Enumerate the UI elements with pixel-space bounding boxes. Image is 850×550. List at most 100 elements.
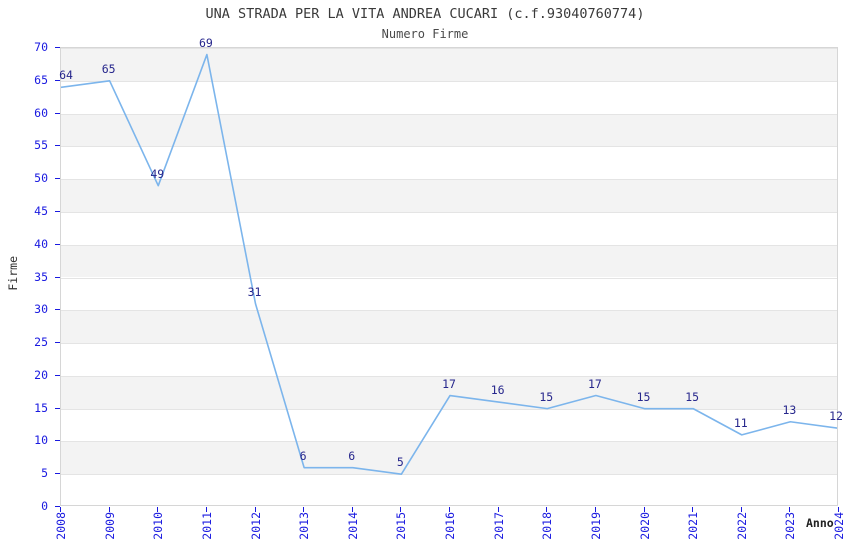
x-axis-tick-mark	[740, 507, 742, 512]
y-axis-tick: 15	[34, 400, 48, 415]
y-axis-tick: 45	[34, 203, 48, 218]
gridline	[61, 441, 837, 443]
y-axis-tick-mark	[55, 178, 60, 180]
data-point-label: 15	[539, 389, 554, 404]
y-axis-tick: 65	[34, 72, 48, 87]
gridline	[61, 343, 837, 345]
gridline	[61, 244, 837, 246]
x-axis-tick: 2010	[151, 512, 166, 540]
plot-band	[61, 310, 837, 344]
y-axis-tick-mark	[55, 407, 60, 409]
x-axis-tick-mark	[449, 507, 450, 512]
y-axis-tick: 25	[34, 335, 48, 350]
x-axis-tick: 2015	[394, 512, 409, 540]
x-axis-tick: 2024	[832, 512, 846, 540]
y-axis-tick: 30	[34, 302, 48, 317]
data-point-label: 15	[636, 389, 651, 404]
y-axis-tick: 10	[34, 433, 48, 448]
x-axis-tick-mark	[838, 507, 839, 512]
x-axis-tick: 2016	[443, 512, 457, 540]
gridline	[61, 310, 837, 312]
plot-band	[61, 244, 837, 278]
x-axis-tick: 2020	[637, 512, 652, 540]
y-axis-tick: 55	[34, 138, 48, 153]
data-point-label: 13	[782, 402, 797, 417]
x-axis-tick: 2021	[686, 512, 701, 540]
gridline	[61, 179, 837, 181]
x-axis-tick-mark	[157, 507, 159, 512]
y-axis-tick: 40	[34, 236, 48, 251]
gridline	[61, 474, 837, 476]
y-axis-tick-mark	[55, 342, 60, 344]
gridline	[61, 146, 837, 148]
data-point-label: 17	[442, 376, 456, 391]
x-axis-tick-mark	[205, 507, 207, 512]
gridline	[61, 408, 837, 410]
plot-band	[61, 113, 837, 147]
x-axis-tick-mark	[692, 507, 694, 512]
y-axis-tick-labels: 0 5 10 15 20 25 30 35 40 45 50 55 60 65 70	[0, 0, 60, 550]
plot-area	[60, 47, 838, 506]
x-axis-tick: 2013	[297, 512, 312, 540]
x-axis-tick-mark	[594, 507, 596, 512]
chart-title: UNA STRADA PER LA VITA ANDREA CUCARI (c.…	[205, 6, 645, 22]
y-axis-tick: 5	[41, 466, 48, 481]
y-axis-tick-mark	[55, 112, 60, 114]
data-point-label: 12	[829, 409, 843, 424]
y-axis-tick-mark	[55, 47, 60, 48]
x-axis-tick-mark	[546, 507, 548, 512]
gridline	[61, 375, 837, 377]
y-axis-tick-mark	[55, 276, 60, 278]
y-axis-tick-mark	[55, 145, 60, 147]
y-axis-tick-mark	[55, 79, 60, 81]
y-axis-tick-mark	[55, 506, 60, 507]
data-point-label: 31	[247, 284, 262, 299]
data-point-label: 17	[587, 376, 602, 391]
x-axis-tick: 2023	[783, 512, 798, 540]
gridline	[61, 277, 837, 279]
y-axis-tick: 70	[34, 40, 48, 54]
x-axis-tick: 2022	[734, 512, 749, 540]
gridline	[61, 48, 837, 49]
x-axis-tick-mark	[303, 507, 305, 512]
gridline	[61, 113, 837, 115]
data-point-label: 6	[299, 448, 307, 463]
x-axis-tick: 2017	[491, 512, 506, 540]
data-point-label: 11	[733, 415, 748, 430]
chart-subtitle: Numero Firme	[381, 27, 469, 41]
gridline	[61, 211, 837, 213]
plot-band	[61, 179, 837, 212]
data-point-label: 64	[59, 68, 73, 83]
x-axis-tick-mark	[400, 507, 402, 512]
data-point-label: 5	[396, 455, 404, 470]
plot-band	[61, 441, 837, 475]
y-axis-tick-mark	[55, 440, 60, 442]
x-axis-title: Anno	[806, 516, 834, 530]
y-axis-tick: 60	[34, 105, 48, 120]
x-axis-tick: 2011	[199, 512, 214, 540]
x-axis-tick: 2008	[54, 512, 68, 540]
y-axis-tick-mark	[55, 243, 60, 245]
data-point-label: 49	[150, 166, 165, 181]
x-axis-tick: 2014	[345, 512, 360, 540]
plot-band	[61, 48, 837, 81]
x-axis-tick: 2009	[102, 512, 117, 540]
y-axis-tick: 50	[34, 171, 48, 186]
y-axis-tick: 20	[34, 367, 48, 382]
x-axis-tick-mark	[60, 507, 61, 512]
y-axis-tick: 35	[34, 269, 48, 284]
data-point-label: 65	[101, 61, 116, 76]
x-axis-tick-mark	[108, 507, 110, 512]
x-axis-tick-mark	[643, 507, 645, 512]
plot-band	[61, 375, 837, 409]
x-axis-tick-mark	[789, 507, 791, 512]
x-axis-tick-mark	[254, 507, 256, 512]
data-point-label: 15	[685, 389, 700, 404]
x-axis-tick-mark	[351, 507, 353, 512]
y-axis-tick-mark	[55, 309, 60, 311]
series-line	[61, 53, 837, 476]
y-axis-tick-mark	[55, 374, 60, 376]
series-path	[61, 53, 837, 476]
